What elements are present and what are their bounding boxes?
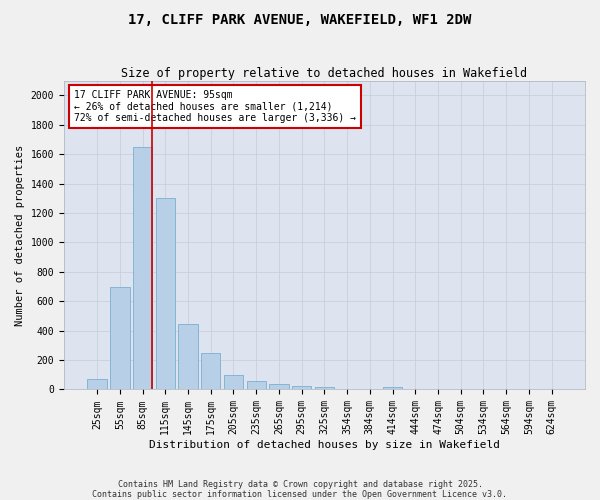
Bar [315, 386, 334, 390]
Bar [178, 324, 197, 390]
Title: Size of property relative to detached houses in Wakefield: Size of property relative to detached ho… [121, 66, 527, 80]
Text: Contains HM Land Registry data © Crown copyright and database right 2025.
Contai: Contains HM Land Registry data © Crown c… [92, 480, 508, 499]
Bar [269, 384, 289, 390]
Bar [383, 386, 402, 390]
Bar [247, 382, 266, 390]
Text: 17 CLIFF PARK AVENUE: 95sqm
← 26% of detached houses are smaller (1,214)
72% of : 17 CLIFF PARK AVENUE: 95sqm ← 26% of det… [74, 90, 356, 123]
Bar [110, 286, 130, 390]
Text: 17, CLIFF PARK AVENUE, WAKEFIELD, WF1 2DW: 17, CLIFF PARK AVENUE, WAKEFIELD, WF1 2D… [128, 12, 472, 26]
Bar [224, 375, 243, 390]
Bar [292, 386, 311, 390]
Bar [133, 147, 152, 390]
X-axis label: Distribution of detached houses by size in Wakefield: Distribution of detached houses by size … [149, 440, 500, 450]
Bar [155, 198, 175, 390]
Y-axis label: Number of detached properties: Number of detached properties [15, 144, 25, 326]
Bar [88, 379, 107, 390]
Bar [201, 352, 220, 390]
